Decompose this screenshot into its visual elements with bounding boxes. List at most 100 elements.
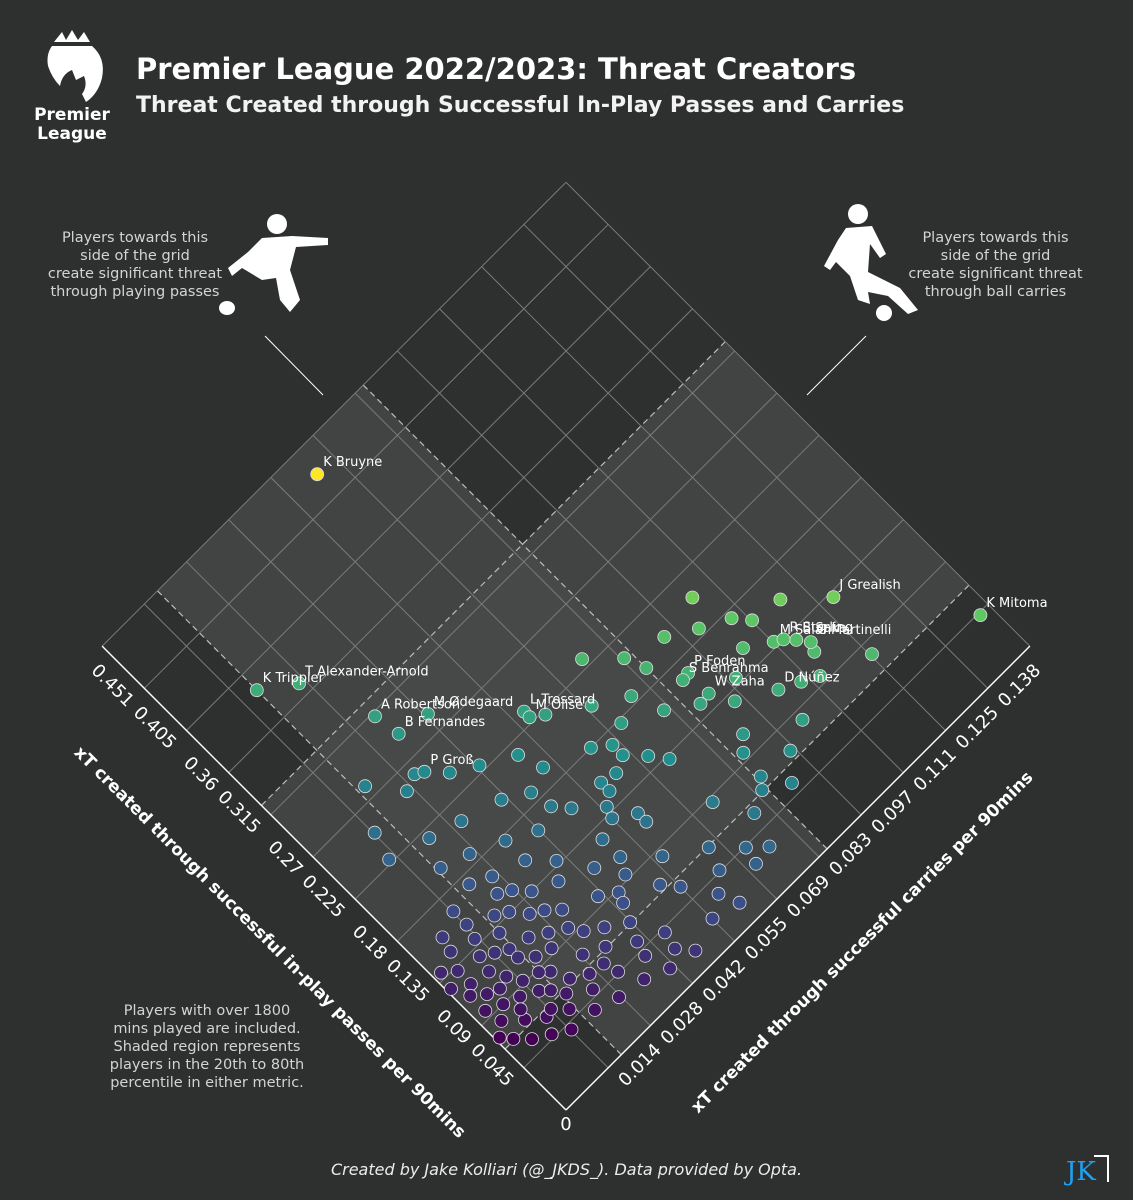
chart-subtitle: Threat Created through Successful In-Pla…: [136, 93, 905, 118]
player-point: [505, 883, 519, 898]
player-point: [480, 987, 494, 1001]
player-point: [433, 861, 448, 875]
player-point: [544, 799, 558, 814]
player-name-label: R Sterling: [790, 620, 854, 635]
player-point: [736, 745, 751, 760]
labeled-player-point: [292, 676, 307, 691]
player-point: [450, 964, 465, 978]
player-point: [575, 947, 590, 962]
player-point: [618, 867, 633, 882]
player-point: [454, 814, 469, 828]
player-point: [795, 712, 810, 727]
grid-line-carries: [565, 181, 1031, 647]
y-tick-label: 0.083: [825, 829, 876, 880]
grid-line-passes: [312, 392, 778, 858]
player-point: [584, 740, 598, 755]
player-point: [561, 921, 576, 935]
player-point: [598, 939, 613, 954]
player-point: [555, 902, 570, 917]
labeled-player-point: [420, 707, 435, 721]
methodology-note: Players with over 1800 mins played are i…: [92, 1002, 322, 1092]
player-point: [563, 971, 577, 986]
player-point: [631, 806, 645, 821]
player-point: [712, 863, 727, 878]
player-name-label: P Groß: [430, 753, 473, 768]
note-line: mins played are included.: [113, 1021, 301, 1037]
note-line: create significant threat: [908, 266, 1083, 282]
labeled-player-point: [973, 608, 988, 622]
player-name-label: K Mitoma: [986, 596, 1047, 611]
player-point: [511, 950, 525, 965]
labeled-player-point: [701, 686, 716, 701]
player-name-label: M Ødegaard: [434, 695, 513, 710]
player-point: [612, 990, 626, 1004]
y-tick-label: 0.111: [910, 744, 961, 795]
player-point: [515, 973, 530, 988]
labeled-player-point: [676, 673, 690, 687]
player-point: [736, 641, 750, 655]
player-point: [749, 856, 763, 871]
player-point: [596, 956, 611, 971]
player-name-label: B Fernandes: [405, 715, 486, 730]
player-point: [727, 694, 742, 709]
player-point: [616, 896, 630, 910]
player-point: [462, 877, 477, 892]
note-line: percentile in either metric.: [110, 1075, 304, 1091]
player-point: [485, 869, 500, 884]
player-point: [657, 703, 671, 718]
note-line: through playing passes: [50, 284, 220, 300]
labeled-player-point: [826, 590, 841, 604]
player-point: [762, 839, 777, 854]
player-point: [518, 853, 533, 868]
axis-spine: [565, 645, 1031, 1111]
x-tick-label: 0.315: [213, 787, 264, 838]
player-point: [639, 661, 654, 675]
player-point: [736, 727, 750, 742]
grid-line-passes: [186, 266, 651, 731]
player-point: [524, 785, 538, 800]
player-point: [482, 964, 496, 979]
lion-crest-icon: Premier League: [34, 30, 111, 144]
x-tick-label: 0.405: [129, 702, 180, 753]
grid-line-carries: [523, 224, 989, 689]
grid-line-carries: [439, 308, 904, 773]
note-line: create significant threat: [47, 266, 223, 282]
player-point: [597, 920, 612, 935]
player-point: [614, 716, 629, 730]
player-point: [705, 795, 720, 809]
player-point: [655, 849, 670, 864]
player-point: [538, 707, 553, 722]
player-point: [739, 840, 753, 855]
player-point: [494, 1014, 509, 1028]
note-line: side of the grid: [940, 248, 1051, 264]
player-point: [745, 613, 759, 628]
player-point: [562, 1002, 577, 1016]
player-point: [498, 833, 513, 848]
player-point: [692, 621, 706, 636]
player-point: [513, 1002, 528, 1017]
player-point: [623, 915, 637, 930]
player-point: [434, 965, 448, 980]
player-point: [531, 823, 546, 838]
player-point: [559, 986, 574, 1001]
note-line: side of the grid: [80, 248, 190, 264]
origin-tick-label: 0: [560, 1114, 571, 1135]
player-point: [724, 611, 739, 626]
player-point: [641, 749, 656, 763]
x-tick-label: 0.045: [466, 1040, 517, 1091]
grid-line-passes: [439, 519, 904, 984]
player-point: [611, 964, 625, 979]
player-name-label: J Grealish: [838, 578, 900, 593]
grid-line-passes: [481, 561, 946, 1027]
player-point: [492, 981, 507, 996]
note-line: players in the 20th to 80th: [109, 1057, 305, 1073]
player-point: [586, 982, 600, 997]
player-point: [813, 669, 827, 683]
player-point: [544, 1002, 558, 1016]
player-point: [753, 769, 768, 784]
player-point: [605, 811, 620, 826]
player-point: [701, 840, 716, 855]
note-line: Shaded region represents: [113, 1039, 301, 1055]
